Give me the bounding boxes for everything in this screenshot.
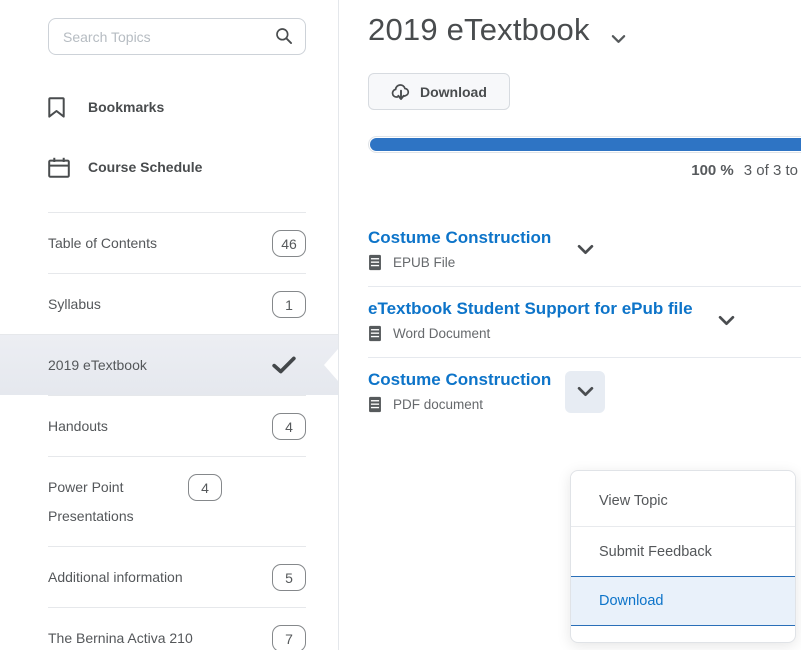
menu-item-download[interactable]: Download: [571, 576, 795, 626]
topic-info: eTextbook Student Support for ePub file …: [368, 299, 693, 342]
topic-context-menu: View Topic Submit Feedback Download: [570, 470, 796, 643]
toc-nav-list: Table of Contents 46 Syllabus 1 2019 eTe…: [0, 212, 338, 650]
topic-count-badge: 5: [272, 564, 306, 591]
menu-item-view-topic[interactable]: View Topic: [571, 476, 795, 526]
topic-meta: PDF document: [368, 396, 551, 413]
sidebar-item-bernina-activa-210[interactable]: The Bernina Activa 210 7: [48, 607, 306, 650]
sidebar-item-additional-information[interactable]: Additional information 5: [48, 546, 306, 607]
page-title-row: 2019 eTextbook: [368, 12, 801, 48]
search-topics-input[interactable]: [48, 18, 306, 55]
sidebar-item-course-schedule[interactable]: Course Schedule: [48, 147, 306, 187]
module-content-pane: 2019 eTextbook Download 100 % 3 of 3 to C…: [368, 0, 801, 650]
sidebar-item-table-of-contents[interactable]: Table of Contents 46: [48, 212, 306, 273]
topic-list: Costume Construction EPUB File: [368, 216, 801, 428]
completion-percent: 100 %: [691, 162, 734, 179]
menu-item-submit-feedback[interactable]: Submit Feedback: [571, 526, 795, 576]
sidebar-item-label: Course Schedule: [88, 159, 203, 175]
topic-link[interactable]: Costume Construction: [368, 228, 552, 247]
sidebar-item-label: Power Point Presentations: [48, 479, 134, 524]
sidebar-item-2019-etextbook[interactable]: 2019 eTextbook: [0, 334, 338, 395]
document-icon: [369, 254, 381, 271]
sidebar-item-syllabus[interactable]: Syllabus 1: [48, 273, 306, 334]
sidebar-item-label: Bookmarks: [88, 99, 165, 115]
topic-type: Word Document: [393, 326, 491, 341]
check-icon: [272, 356, 296, 374]
completion-progress-bar: [368, 136, 801, 153]
progress-fill: [370, 138, 801, 151]
sidebar-item-label: Additional information: [48, 569, 183, 585]
topic-count-badge: 1: [272, 291, 306, 318]
document-icon: [369, 396, 381, 413]
sidebar-item-power-point-presentations[interactable]: Power Point Presentations 4: [48, 456, 306, 546]
topic-actions-button[interactable]: [565, 229, 605, 271]
bookmark-icon: [48, 96, 88, 118]
topic-info: Costume Construction EPUB File: [368, 228, 551, 271]
chevron-down-icon: [718, 315, 735, 326]
download-button[interactable]: Download: [368, 73, 510, 110]
sidebar-item-label: The Bernina Activa 210: [48, 630, 193, 646]
topic-actions-button-open[interactable]: [565, 370, 606, 413]
chevron-down-icon: [577, 244, 593, 255]
sidebar-item-handouts[interactable]: Handouts 4: [48, 395, 306, 456]
completion-count: 3 of 3 to: [743, 162, 798, 179]
table-of-contents-sidebar: Bookmarks Course Schedule Table of Conte…: [0, 0, 339, 650]
page-title[interactable]: 2019 eTextbook: [368, 12, 590, 47]
topic-count-badge: 4: [188, 474, 222, 501]
topic-type: EPUB File: [393, 255, 456, 270]
topic-count-badge: 4: [272, 413, 306, 440]
topic-actions-button[interactable]: [707, 300, 747, 342]
sidebar-item-label: 2019 eTextbook: [48, 357, 147, 373]
topic-meta: Word Document: [368, 325, 693, 342]
document-icon: [369, 325, 381, 342]
completion-status: 100 % 3 of 3 to: [368, 162, 801, 179]
topic-link[interactable]: Costume Construction: [368, 370, 552, 389]
chevron-down-icon: [577, 386, 593, 397]
topic-type: PDF document: [393, 397, 484, 412]
search-icon[interactable]: [274, 26, 294, 46]
topic-meta: EPUB File: [368, 254, 551, 271]
topic-count-badge: 7: [272, 625, 306, 650]
sidebar-item-label: Table of Contents: [48, 235, 157, 251]
calendar-icon: [48, 157, 88, 178]
topic-row: Costume Construction PDF document: [368, 358, 801, 428]
topic-link[interactable]: eTextbook Student Support for ePub file: [368, 299, 693, 318]
cloud-download-icon: [391, 83, 410, 100]
topic-row: eTextbook Student Support for ePub file …: [368, 287, 801, 358]
search-topics-wrap: [48, 18, 306, 55]
sidebar-item-label: Handouts: [48, 418, 108, 434]
topic-count-badge: 46: [272, 230, 306, 257]
topic-info: Costume Construction PDF document: [368, 370, 551, 413]
chevron-down-icon[interactable]: [611, 34, 626, 44]
sidebar-item-label: Syllabus: [48, 296, 101, 312]
sidebar-item-bookmarks[interactable]: Bookmarks: [48, 87, 306, 127]
download-button-label: Download: [420, 83, 487, 100]
topic-row: Costume Construction EPUB File: [368, 216, 801, 287]
